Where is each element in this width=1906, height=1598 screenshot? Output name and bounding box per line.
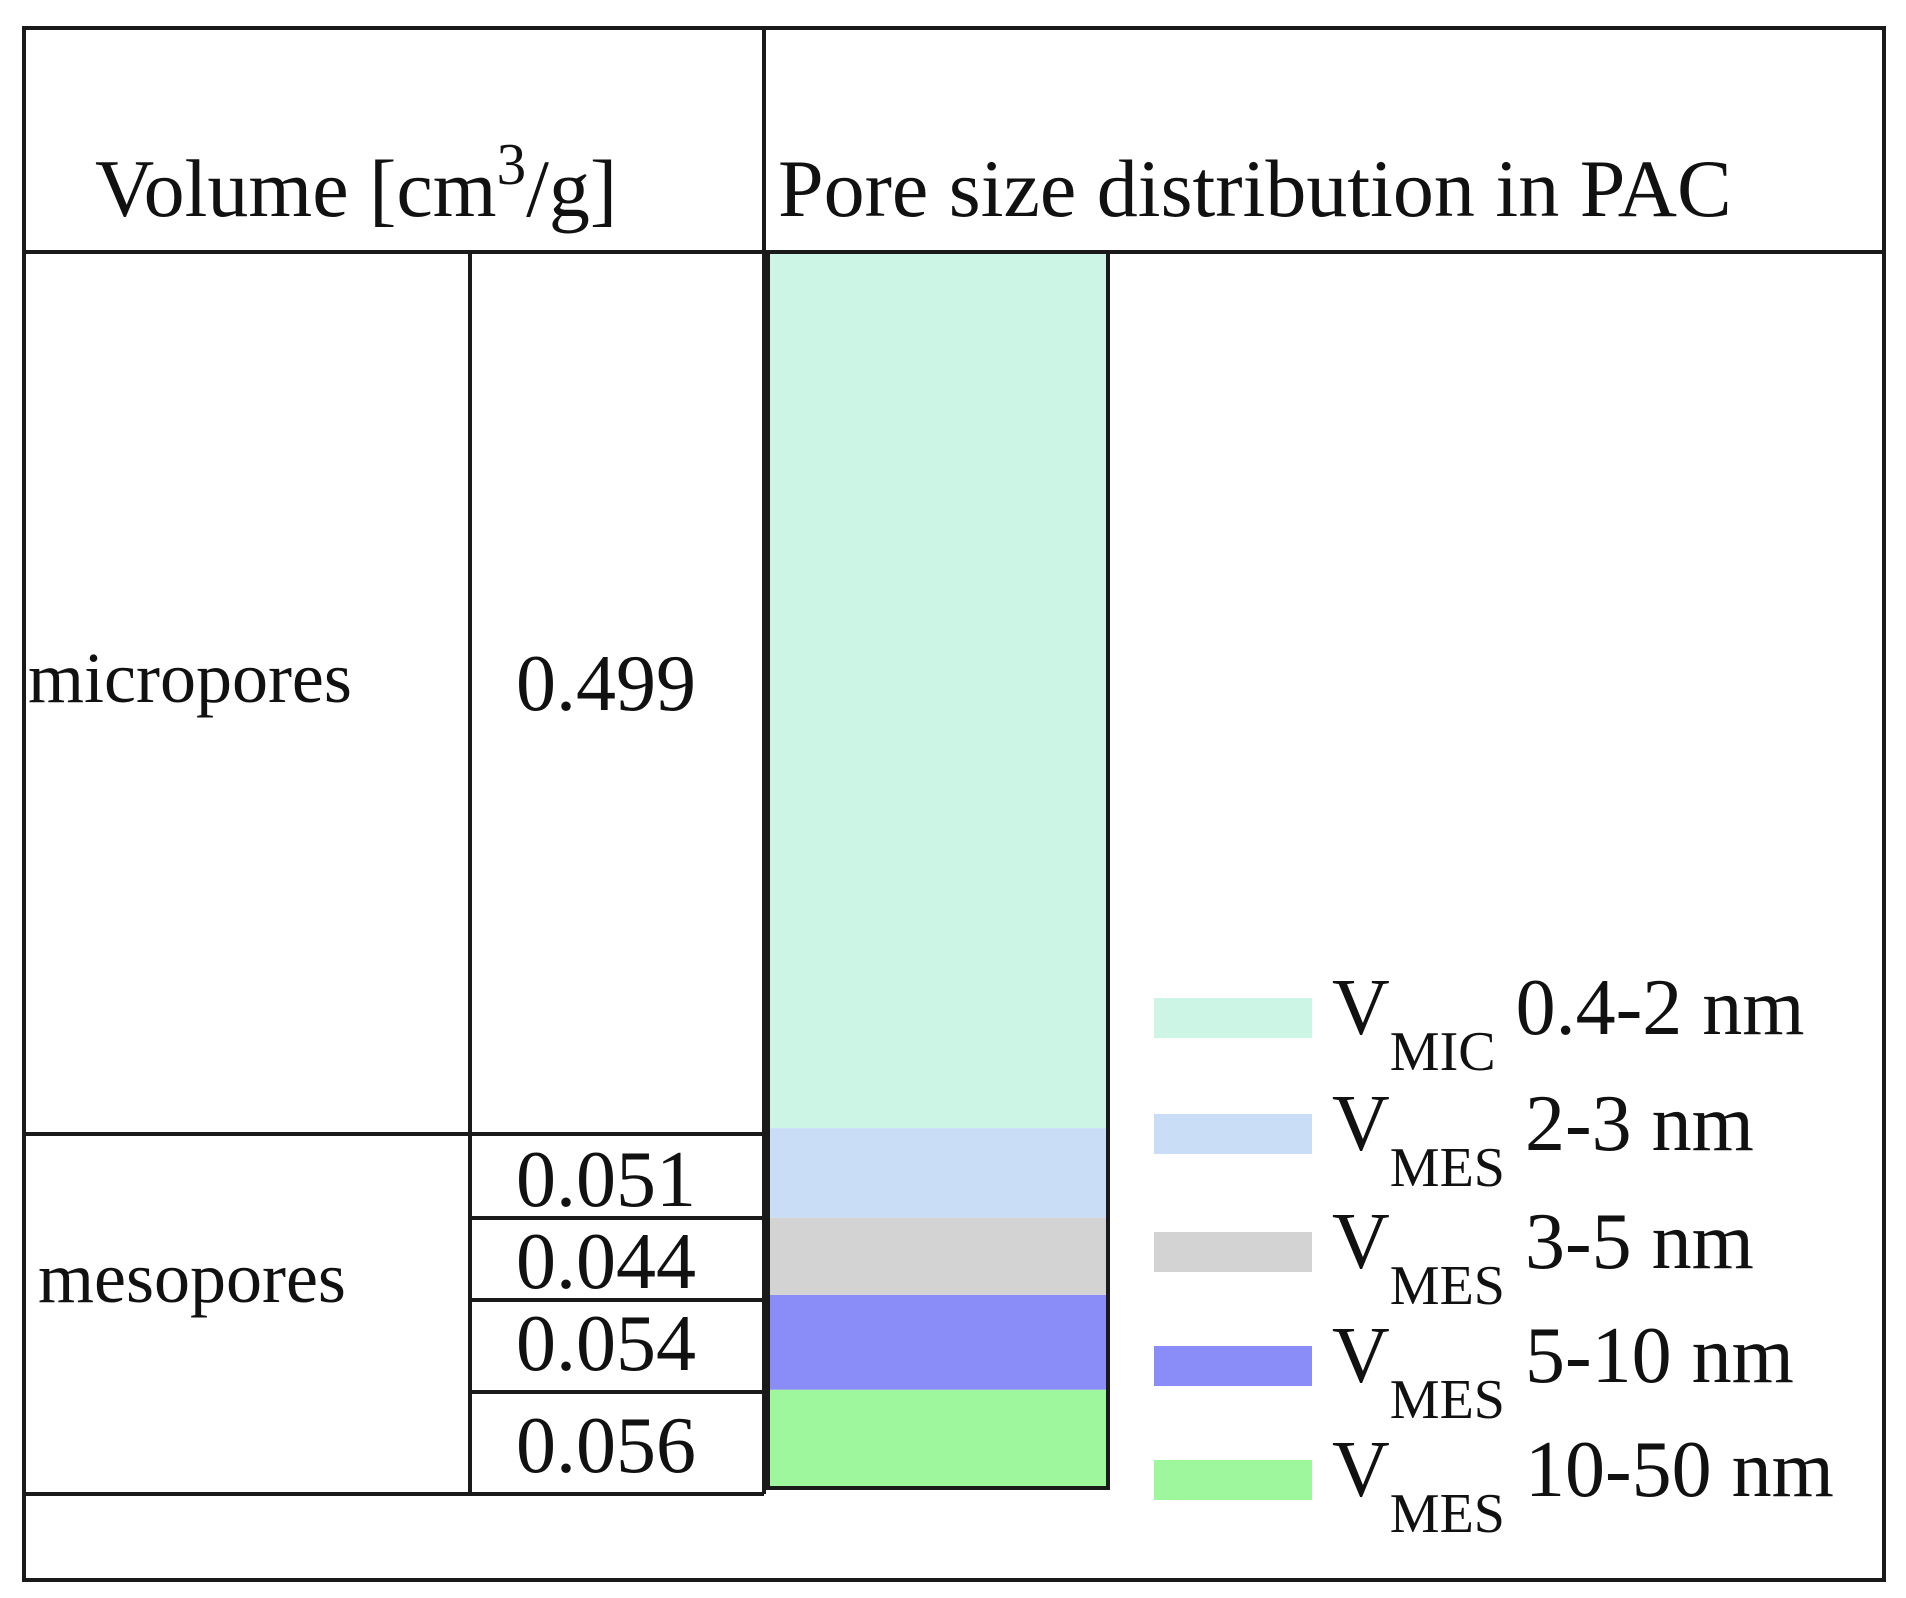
legend-label-mes-3-5-nm: VMES 3-5 nm bbox=[1332, 1198, 1754, 1317]
legend-range: 3-5 nm bbox=[1505, 1198, 1754, 1286]
value-mesopores-5-10: 0.054 bbox=[516, 1300, 696, 1388]
legend-range: 10-50 nm bbox=[1505, 1426, 1834, 1514]
legend-label-mes-5-10-nm: VMES 5-10 nm bbox=[1332, 1312, 1794, 1431]
chart-title: Pore size distribution in PAC bbox=[778, 143, 1732, 234]
value-mesopores-10-50: 0.056 bbox=[516, 1402, 696, 1490]
value-mesopores-3-5: 0.044 bbox=[516, 1218, 696, 1306]
legend-subscript: MES bbox=[1390, 1255, 1505, 1317]
legend-subscript: MES bbox=[1390, 1137, 1505, 1199]
group-label-mesopores: mesopores bbox=[38, 1238, 346, 1318]
legend-subscript: MES bbox=[1390, 1369, 1505, 1431]
legend-label-mes-2-3-nm: VMES 2-3 nm bbox=[1332, 1080, 1754, 1199]
value-mesopores-2-3: 0.051 bbox=[516, 1136, 696, 1224]
legend-symbol: V bbox=[1332, 1426, 1390, 1514]
bar-segment-mes-3-5-nm bbox=[768, 1217, 1108, 1295]
bar-segment-mic-0-4-2-nm bbox=[768, 252, 1108, 1129]
legend-label-mic-0-4-2-nm: VMIC 0.4-2 nm bbox=[1332, 964, 1804, 1083]
bar-segment-mes-2-3-nm bbox=[768, 1128, 1108, 1218]
legend-swatch-mic-0-4-2-nm bbox=[1154, 998, 1312, 1038]
legend-symbol: V bbox=[1332, 1312, 1390, 1400]
legend-swatch-mes-5-10-nm bbox=[1154, 1346, 1312, 1386]
legend-swatch-mes-10-50-nm bbox=[1154, 1460, 1312, 1500]
legend-symbol: V bbox=[1332, 1198, 1390, 1286]
volume-header-exponent: 3 bbox=[496, 130, 527, 197]
legend-swatch-mes-3-5-nm bbox=[1154, 1232, 1312, 1272]
volume-header-suffix: /g] bbox=[526, 143, 618, 234]
outer-border bbox=[22, 26, 1886, 1582]
legend-range: 0.4-2 nm bbox=[1496, 964, 1805, 1052]
legend-range: 5-10 nm bbox=[1505, 1312, 1794, 1400]
bar-segment-mes-10-50-nm bbox=[768, 1389, 1108, 1488]
legend-swatch-mes-2-3-nm bbox=[1154, 1114, 1312, 1154]
legend-label-mes-10-50-nm: VMES 10-50 nm bbox=[1332, 1426, 1834, 1545]
legend-symbol: V bbox=[1332, 964, 1390, 1052]
legend-subscript: MES bbox=[1390, 1483, 1505, 1545]
value-micropores: 0.499 bbox=[516, 640, 696, 728]
volume-header-prefix: Volume [cm bbox=[95, 143, 497, 234]
volume-header: Volume [cm3/g] bbox=[95, 134, 617, 230]
legend-subscript: MIC bbox=[1390, 1021, 1496, 1083]
bar-segment-mes-5-10-nm bbox=[768, 1294, 1108, 1390]
legend-symbol: V bbox=[1332, 1080, 1390, 1168]
legend-range: 2-3 nm bbox=[1505, 1080, 1754, 1168]
group-label-micropores: micropores bbox=[28, 638, 352, 718]
